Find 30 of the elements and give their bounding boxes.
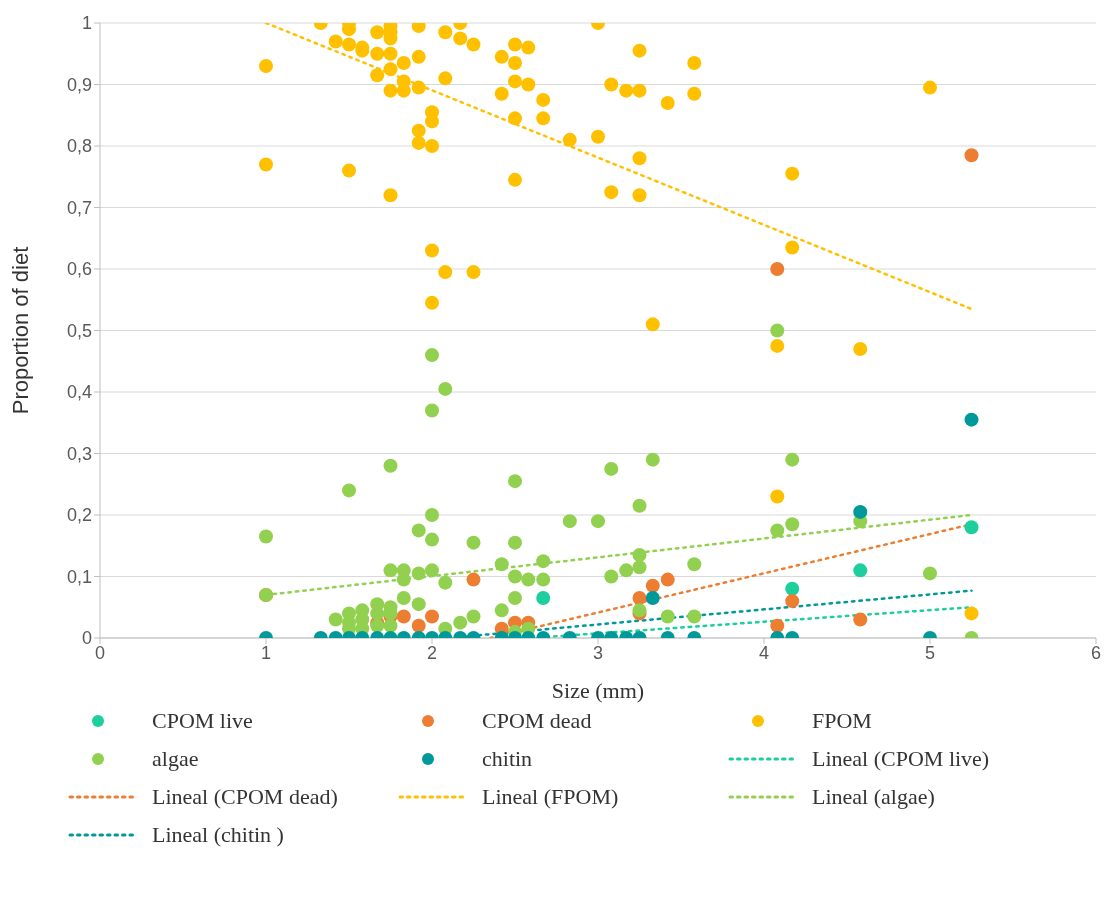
y-tick-label: 0,7 [66, 197, 92, 218]
y-tick-label: 0,2 [66, 505, 92, 526]
legend-label: FPOM [812, 708, 872, 734]
y-tick-label: 0,8 [66, 136, 92, 157]
y-tick-label: 0,5 [66, 320, 92, 341]
y-tick-label: 1 [81, 13, 92, 34]
y-axis-title: Proportion of diet [7, 246, 33, 415]
y-tick-label: 0,4 [66, 382, 92, 403]
x-tick-label: 3 [592, 642, 604, 663]
legend-label: algae [152, 746, 199, 772]
x-axis-title: Size (mm) [551, 678, 645, 703]
y-tick-label: 0,1 [66, 566, 92, 587]
x-tick-label: 1 [260, 642, 272, 663]
y-tick-label: 0,9 [66, 74, 92, 95]
x-tick-label: 4 [758, 642, 770, 663]
y-tick-label: 0 [81, 628, 92, 649]
legend-label: Lineal (chitin ) [152, 822, 284, 848]
x-tick-label: 6 [1090, 642, 1102, 663]
y-tick-label: 0,6 [66, 259, 92, 280]
x-tick-label: 0 [94, 642, 106, 663]
x-tick-label: 5 [924, 642, 936, 663]
y-tick-label: 0,3 [66, 443, 92, 464]
legend-label: CPOM live [152, 708, 253, 734]
legend-label: CPOM dead [482, 708, 592, 734]
legend-label: chitin [482, 746, 533, 772]
legend-label: Lineal (CPOM dead) [152, 784, 338, 810]
legend-label: Lineal (algae) [812, 784, 935, 810]
legend-label: Lineal (FPOM) [482, 784, 619, 810]
legend-label: Lineal (CPOM live) [812, 746, 990, 772]
x-tick-label: 2 [426, 642, 438, 663]
